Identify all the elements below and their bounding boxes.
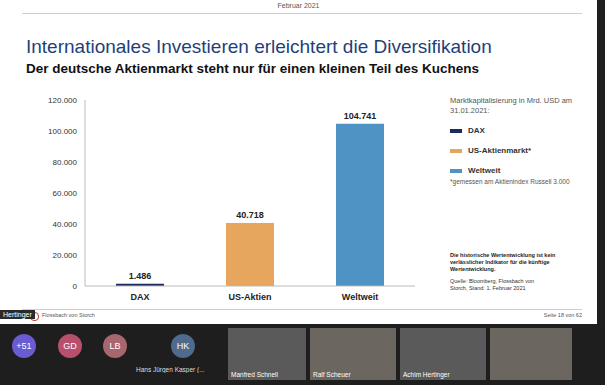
- svg-text:104.741: 104.741: [344, 111, 377, 121]
- html-text:Februar 2021: Februar 2021: [277, 2, 320, 9]
- svg-text:60.000: 60.000: [53, 189, 78, 198]
- html-text:Hertinger: Hertinger: [3, 311, 32, 318]
- svg-text:1.486: 1.486: [129, 271, 152, 281]
- html-text:US-Aktienmarkt*: US-Aktienmarkt*: [468, 146, 532, 155]
- svg-text:US-Aktien: US-Aktien: [228, 292, 271, 302]
- svg-text:DAX: DAX: [130, 292, 149, 302]
- html-text:Seite 18 von 62: Seite 18 von 62: [543, 312, 582, 318]
- html-text:LB: LB: [109, 341, 121, 351]
- html-text:Internationales Investieren er: Internationales Investieren erleichtert …: [26, 36, 492, 57]
- html-text:Manfred Schnell: Manfred Schnell: [231, 371, 278, 378]
- svg-text:80.000: 80.000: [53, 158, 78, 167]
- html-text:HK: HK: [176, 341, 190, 351]
- html-text:DAX: DAX: [468, 126, 485, 135]
- html-text:Der deutsche Aktienmarkt steht: Der deutsche Aktienmarkt steht nur für e…: [26, 61, 480, 76]
- html-text:Hans Jürgen Kasper (...: Hans Jürgen Kasper (...: [136, 366, 205, 373]
- html-text:Weltweit: Weltweit: [468, 166, 501, 175]
- svg-text:40.000: 40.000: [53, 220, 78, 229]
- svg-text:120.000: 120.000: [48, 96, 77, 105]
- html-text:*gemessen am Aktienindex Russe: *gemessen am Aktienindex Russell 3.000: [450, 178, 570, 185]
- svg-text:Weltweit: Weltweit: [342, 292, 378, 302]
- html-text:Flossbach von Storch: Flossbach von Storch: [42, 312, 95, 318]
- html-text:+51: +51: [16, 341, 32, 351]
- svg-text:0: 0: [73, 282, 78, 291]
- html-text:Die historische Wertentwicklun: Die historische Wertentwicklung ist kein…: [450, 252, 556, 272]
- html-text:Marktkapitalisierung in Mrd. U: Marktkapitalisierung in Mrd. USD am 31.0…: [450, 96, 573, 115]
- svg-text:20.000: 20.000: [53, 251, 78, 260]
- svg-text:100.000: 100.000: [48, 127, 77, 136]
- html-text:Ralf Scheuer: Ralf Scheuer: [313, 371, 351, 378]
- html-text:Achim Hertinger: Achim Hertinger: [403, 371, 450, 378]
- svg-text:40.718: 40.718: [236, 210, 264, 220]
- html-text:GD: GD: [63, 341, 77, 351]
- html-text:Quelle: Bloomberg, Flossbach v: Quelle: Bloomberg, Flossbach von Storch,…: [450, 278, 535, 291]
